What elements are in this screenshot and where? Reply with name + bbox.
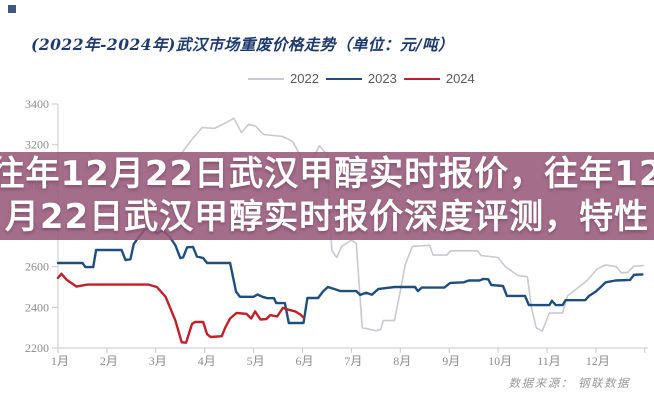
legend-line-swatch xyxy=(403,77,440,80)
y-tick-label: 2200 xyxy=(25,341,49,355)
headline-overlay: 往年12月22日武汉甲醇实时报价，往年12 月22日武汉甲醇实时报价深度评测，特… xyxy=(0,152,654,240)
y-tick-label: 2600 xyxy=(25,260,49,274)
x-tick-label: 7月 xyxy=(344,354,362,368)
legend-line-swatch xyxy=(248,77,284,80)
chart-title: (2022年-2024年)武汉市场重废价格走势（单位：元/吨） xyxy=(31,35,455,54)
legend-item-2023: 2023 xyxy=(325,71,397,86)
x-tick-label: 5月 xyxy=(247,354,265,368)
x-tick-label: 6月 xyxy=(295,354,313,368)
series-line-2023 xyxy=(56,226,644,325)
legend-item-2024: 2024 xyxy=(403,71,475,86)
x-tick-label: 4月 xyxy=(198,354,216,368)
y-tick-label: 3400 xyxy=(25,97,49,111)
series-line-2024 xyxy=(56,272,305,344)
x-tick-label: 2月 xyxy=(100,354,118,368)
x-tick-label: 11月 xyxy=(537,354,561,368)
x-tick-label: 3月 xyxy=(149,354,167,368)
corner-mark xyxy=(8,5,16,13)
x-tick-label: 1月 xyxy=(51,354,69,368)
x-tick-label: 10月 xyxy=(488,354,512,368)
data-source-credit: 数据来源： 钢联数据 xyxy=(508,378,630,390)
legend-label: 2024 xyxy=(445,71,475,86)
legend-label: 2023 xyxy=(367,71,397,86)
x-tick-label: 12月 xyxy=(586,354,610,368)
x-tick-label: 8月 xyxy=(393,354,411,368)
legend-label: 2022 xyxy=(290,71,319,86)
headline-line-2: 月22日武汉甲醇实时报价深度评测，特性 xyxy=(4,197,650,237)
y-tick-label: 2400 xyxy=(25,300,49,314)
legend-item-2022: 2022 xyxy=(248,71,319,86)
y-tick-label: 3200 xyxy=(25,138,49,152)
headline-line-1: 往年12月22日武汉甲醇实时报价，往年12 xyxy=(0,154,654,194)
chart-legend: 2022 2023 2024 xyxy=(248,71,475,86)
series-line-2022 xyxy=(57,117,645,333)
legend-line-swatch xyxy=(325,77,362,80)
x-tick-label: 9月 xyxy=(442,354,460,368)
